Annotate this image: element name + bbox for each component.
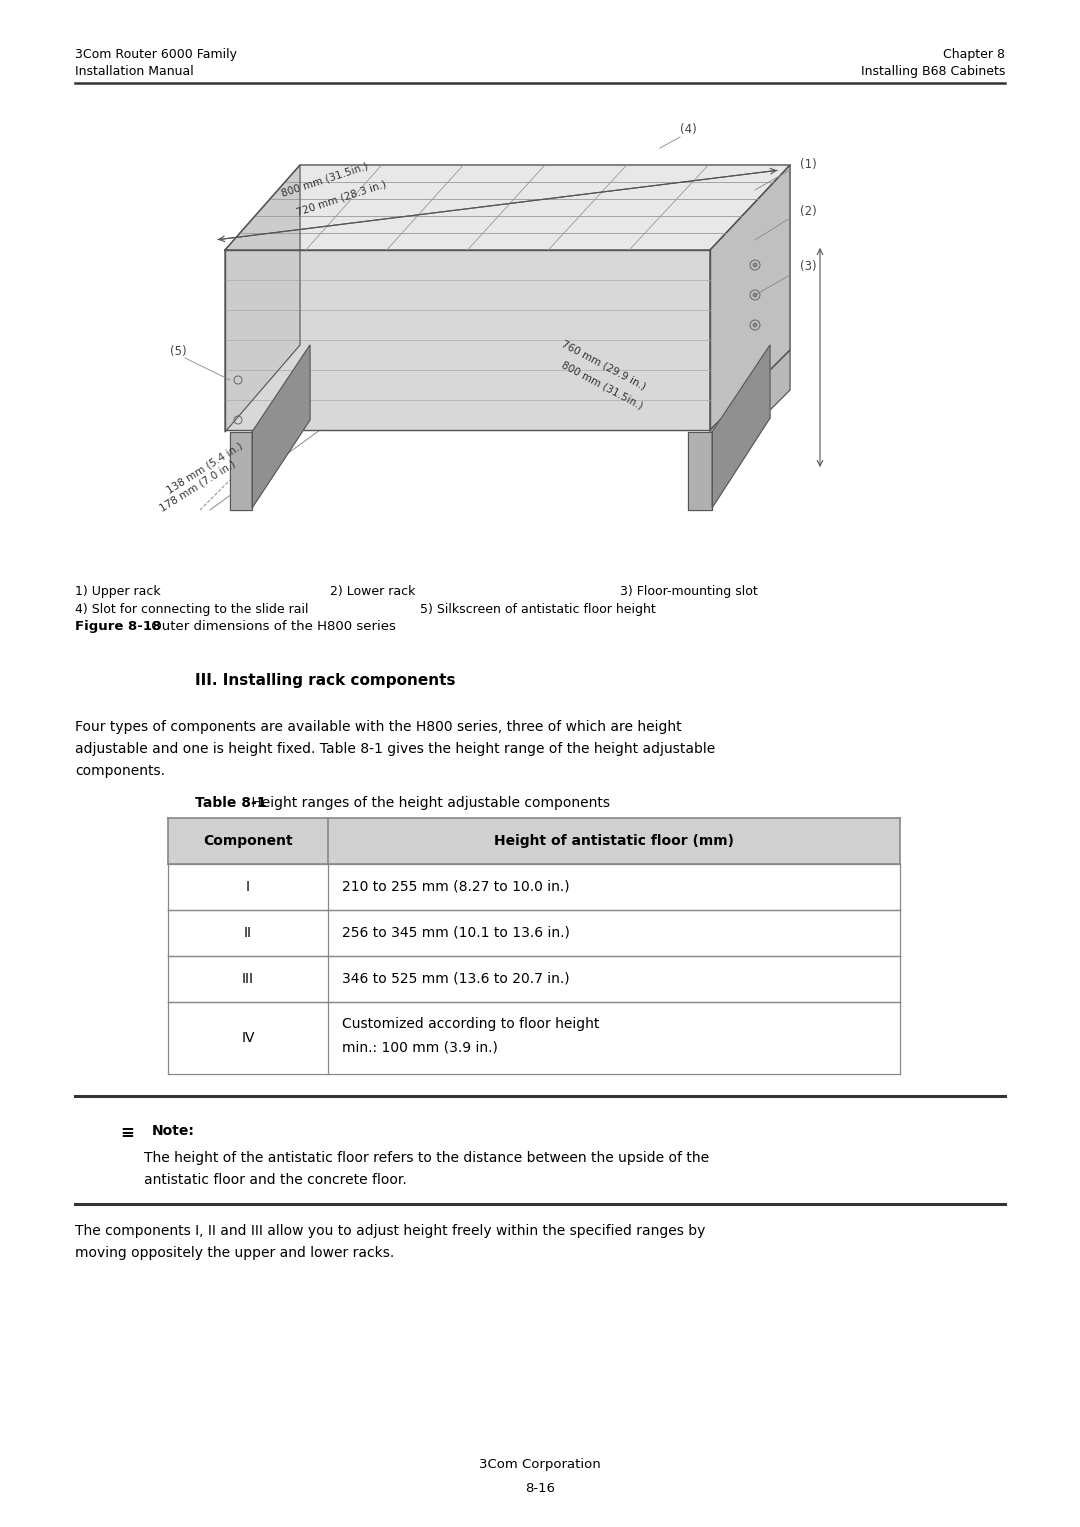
Text: Installing B68 Cabinets: Installing B68 Cabinets [861,66,1005,78]
Circle shape [753,263,757,267]
Text: Chapter 8: Chapter 8 [943,47,1005,61]
Text: (4): (4) [680,124,697,136]
Text: 720 mm (28.3 in.): 720 mm (28.3 in.) [295,179,388,217]
Circle shape [753,293,757,296]
Text: 178 mm (7.0 in.): 178 mm (7.0 in.) [158,458,238,513]
Text: Table 8-1: Table 8-1 [195,796,267,809]
Text: 210 to 255 mm (8.27 to 10.0 in.): 210 to 255 mm (8.27 to 10.0 in.) [342,880,569,893]
Polygon shape [712,345,770,508]
Text: (2): (2) [800,205,816,218]
Polygon shape [688,432,712,510]
Text: The components I, II and III allow you to adjust height freely within the specif: The components I, II and III allow you t… [75,1225,705,1238]
Bar [168,910,900,956]
Text: Height ranges of the height adjustable components: Height ranges of the height adjustable c… [247,796,610,809]
Text: min.: 100 mm (3.9 in.): min.: 100 mm (3.9 in.) [342,1040,498,1055]
Text: 2) Lower rack: 2) Lower rack [330,585,416,599]
Text: 3Com Router 6000 Family: 3Com Router 6000 Family [75,47,237,61]
Text: Note:: Note: [152,1124,194,1138]
Text: 5) Silkscreen of antistatic floor height: 5) Silkscreen of antistatic floor height [420,603,656,615]
Text: Four types of components are available with the H800 series, three of which are : Four types of components are available w… [75,721,681,734]
Text: The height of the antistatic floor refers to the distance between the upside of : The height of the antistatic floor refer… [144,1151,710,1165]
Bar [168,1002,900,1073]
Text: Component: Component [203,834,293,847]
Circle shape [753,324,757,327]
Text: ≡: ≡ [120,1124,134,1142]
Polygon shape [252,345,310,508]
Text: Figure 8-18: Figure 8-18 [75,620,161,634]
Bar [168,864,900,910]
Text: (5): (5) [170,345,187,357]
Polygon shape [225,250,710,431]
Text: 800 mm (31.5in.): 800 mm (31.5in.) [280,162,369,199]
Text: Installation Manual: Installation Manual [75,66,193,78]
Text: Customized according to floor height: Customized according to floor height [342,1017,599,1031]
Text: (1): (1) [800,157,816,171]
Text: 4) Slot for connecting to the slide rail: 4) Slot for connecting to the slide rail [75,603,309,615]
Polygon shape [710,165,789,431]
Text: components.: components. [75,764,165,777]
Polygon shape [230,432,252,510]
Text: Outer dimensions of the H800 series: Outer dimensions of the H800 series [147,620,396,634]
Text: moving oppositely the upper and lower racks.: moving oppositely the upper and lower ra… [75,1246,394,1260]
Text: adjustable and one is height fixed. Table 8-1 gives the height range of the heig: adjustable and one is height fixed. Tabl… [75,742,715,756]
Text: (3): (3) [800,260,816,273]
Text: 138 mm (5.4 in.): 138 mm (5.4 in.) [165,441,244,495]
Polygon shape [710,350,789,470]
Text: 800 mm (31.5in.): 800 mm (31.5in.) [561,359,645,411]
Text: antistatic floor and the concrete floor.: antistatic floor and the concrete floor. [144,1173,407,1186]
Text: IV: IV [241,1031,255,1044]
Polygon shape [225,165,789,250]
Text: 760 mm (29.9 in.): 760 mm (29.9 in.) [561,339,648,391]
Text: III. Installing rack components: III. Installing rack components [195,673,456,689]
Text: 3Com Corporation: 3Com Corporation [480,1458,600,1471]
Bar [168,818,900,864]
Text: III: III [242,973,254,986]
Bar [168,956,900,1002]
Text: II: II [244,925,252,941]
Text: 1) Upper rack: 1) Upper rack [75,585,161,599]
Text: 8-16: 8-16 [525,1483,555,1495]
Text: 3) Floor-mounting slot: 3) Floor-mounting slot [620,585,758,599]
Text: 256 to 345 mm (10.1 to 13.6 in.): 256 to 345 mm (10.1 to 13.6 in.) [342,925,570,941]
Text: I: I [246,880,249,893]
Text: Height of antistatic floor (mm): Height of antistatic floor (mm) [494,834,734,847]
Polygon shape [225,165,300,432]
Text: 346 to 525 mm (13.6 to 20.7 in.): 346 to 525 mm (13.6 to 20.7 in.) [342,973,569,986]
